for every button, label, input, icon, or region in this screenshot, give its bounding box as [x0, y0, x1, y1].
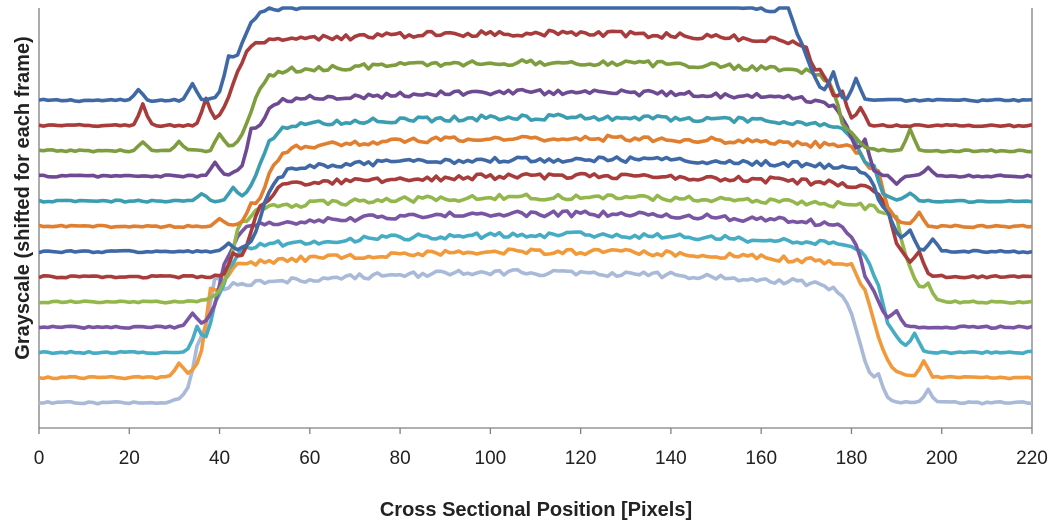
- x-tick-label: 160: [745, 448, 777, 469]
- y-axis-title: Grayscale (shifted for each frame): [12, 36, 34, 359]
- x-axis-title: Cross Sectional Position [Pixels]: [380, 499, 692, 521]
- series-line: [39, 87, 1033, 186]
- x-tick-label: 100: [475, 448, 507, 469]
- x-tick-label: 180: [836, 448, 868, 469]
- x-tick-label: 0: [34, 448, 45, 469]
- series-line: [38, 247, 1033, 381]
- series-line: [38, 155, 1033, 255]
- series-line: [38, 112, 1033, 204]
- series-line: [38, 6, 1033, 104]
- series-line: [38, 192, 1033, 305]
- series-layer: [38, 6, 1033, 406]
- x-tick-label: 200: [926, 448, 958, 469]
- series-line: [38, 28, 1033, 129]
- series-line: [38, 230, 1033, 356]
- x-tick-label: 60: [299, 448, 320, 469]
- x-tick-label: 40: [209, 448, 230, 469]
- series-line: [38, 209, 1033, 330]
- x-tick-label: 20: [119, 448, 140, 469]
- x-tick-label: 80: [390, 448, 411, 469]
- x-tick-label: 220: [1016, 448, 1048, 469]
- plot-area: 0 20 40 60 80 100 120 140 160 180 200 220: [34, 6, 1048, 469]
- series-line: [38, 171, 1033, 280]
- ticks-layer: 0 20 40 60 80 100 120 140 160 180 200 220: [34, 428, 1048, 469]
- x-tick-label: 140: [655, 448, 687, 469]
- x-tick-label: 120: [565, 448, 597, 469]
- series-line: [38, 267, 1033, 406]
- series-line: [38, 58, 1033, 154]
